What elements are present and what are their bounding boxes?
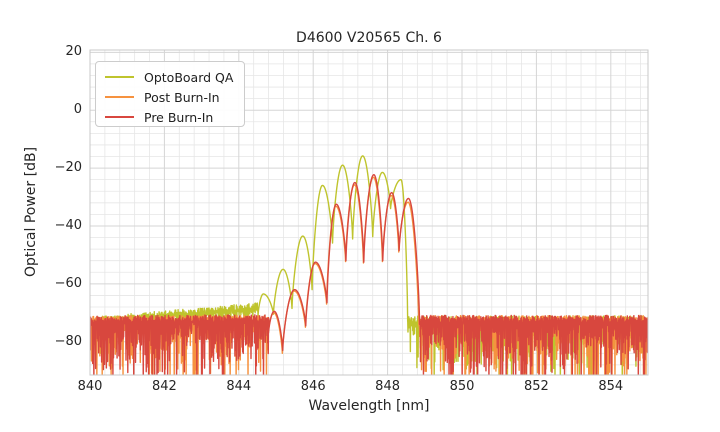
legend-item-optoboard-qa: OptoBoard QA: [105, 67, 244, 87]
legend-item-post-burn-in: Post Burn-In: [105, 87, 244, 107]
x-tick-label: 846: [300, 379, 326, 394]
legend-label: OptoBoard QA: [144, 69, 234, 85]
y-tick-label: −20: [54, 160, 82, 176]
legend-item-pre-burn-in: Pre Burn-In: [105, 107, 244, 127]
x-tick-label: 840: [77, 379, 103, 394]
x-tick-label: 848: [375, 379, 401, 394]
y-tick-label: 0: [73, 102, 82, 118]
y-tick-label: 20: [65, 44, 82, 60]
x-tick-label: 850: [449, 379, 475, 394]
chart-title: D4600 V20565 Ch. 6: [296, 30, 442, 46]
y-tick-label: −80: [54, 333, 82, 349]
x-tick-label: 844: [226, 379, 252, 394]
x-tick-label: 852: [523, 379, 549, 394]
legend-swatch-post-burn-in: [105, 96, 134, 98]
legend: OptoBoard QA Post Burn-In Pre Burn-In: [95, 61, 245, 127]
legend-swatch-optoboard-qa: [105, 76, 134, 78]
x-tick-label: 842: [151, 379, 177, 394]
y-tick-label: −60: [54, 275, 82, 291]
legend-label: Pre Burn-In: [144, 109, 214, 125]
x-axis-label: Wavelength [nm]: [308, 398, 430, 414]
x-tick-label: 854: [598, 379, 624, 394]
legend-swatch-pre-burn-in: [105, 116, 134, 118]
y-axis-label: Optical Power [dB]: [23, 146, 39, 278]
y-tick-label: −40: [54, 217, 82, 233]
legend-label: Post Burn-In: [144, 89, 220, 105]
